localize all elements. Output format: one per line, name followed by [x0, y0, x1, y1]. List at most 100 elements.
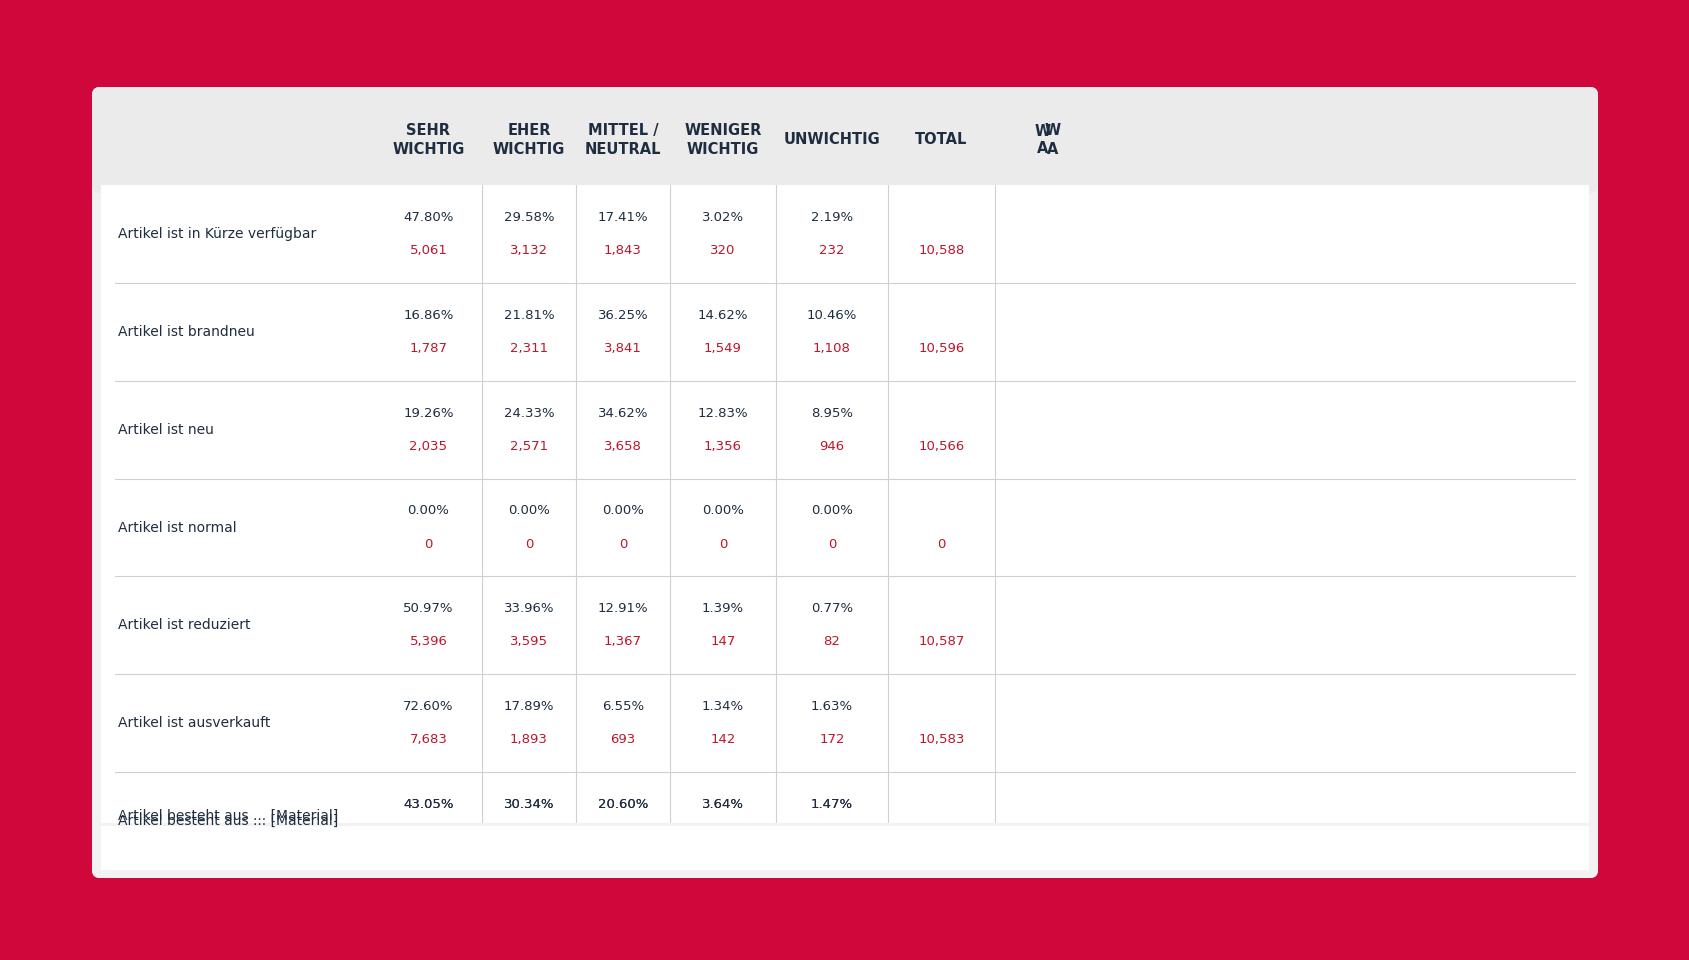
- Text: 12.83%: 12.83%: [698, 406, 748, 420]
- Text: Artikel ist neu: Artikel ist neu: [118, 422, 215, 437]
- Text: 17.89%: 17.89%: [503, 700, 554, 713]
- Text: 34.62%: 34.62%: [598, 406, 649, 420]
- Bar: [101, 381, 1589, 479]
- Text: 1,108: 1,108: [812, 342, 851, 355]
- Bar: [100, 140, 1589, 185]
- Text: 946: 946: [819, 440, 844, 453]
- Text: 24.33%: 24.33%: [503, 406, 554, 420]
- Text: 3,595: 3,595: [510, 636, 547, 649]
- Text: 21.81%: 21.81%: [503, 309, 554, 322]
- Text: 30.34%: 30.34%: [503, 798, 554, 811]
- Text: 0: 0: [828, 538, 836, 551]
- Text: 0: 0: [525, 538, 534, 551]
- Text: 82: 82: [824, 636, 841, 649]
- Text: 1,843: 1,843: [605, 244, 642, 257]
- Text: 0.00%: 0.00%: [407, 504, 449, 517]
- Text: Artikel ist reduziert: Artikel ist reduziert: [118, 618, 250, 633]
- Text: 3.64%: 3.64%: [703, 798, 743, 811]
- Text: 10,587: 10,587: [919, 636, 964, 649]
- Text: 0.77%: 0.77%: [811, 602, 853, 615]
- Text: 3.02%: 3.02%: [703, 211, 745, 224]
- Text: 3,658: 3,658: [605, 440, 642, 453]
- Text: 0.00%: 0.00%: [601, 504, 644, 517]
- Text: 1.47%: 1.47%: [811, 798, 853, 811]
- Bar: [101, 185, 1589, 283]
- Text: 172: 172: [819, 733, 844, 746]
- Text: 10.46%: 10.46%: [807, 309, 858, 322]
- Text: 1.39%: 1.39%: [703, 602, 745, 615]
- Text: Artikel ist brandneu: Artikel ist brandneu: [118, 324, 255, 339]
- Text: 1,549: 1,549: [704, 342, 741, 355]
- Text: 29.58%: 29.58%: [503, 211, 554, 224]
- Text: 5,061: 5,061: [409, 244, 448, 257]
- Text: W
A: W A: [1034, 124, 1051, 156]
- Text: 7,683: 7,683: [409, 733, 448, 746]
- Text: 8.95%: 8.95%: [811, 406, 853, 420]
- Text: 693: 693: [610, 733, 635, 746]
- Text: 2.19%: 2.19%: [811, 211, 853, 224]
- Text: 142: 142: [711, 733, 736, 746]
- Text: 1,367: 1,367: [605, 636, 642, 649]
- FancyBboxPatch shape: [91, 823, 1598, 878]
- Text: 20.60%: 20.60%: [598, 798, 649, 811]
- Text: 2,311: 2,311: [510, 342, 547, 355]
- FancyBboxPatch shape: [91, 87, 1598, 193]
- Text: TOTAL: TOTAL: [915, 132, 968, 148]
- Text: 47.80%: 47.80%: [404, 211, 454, 224]
- Text: 1.63%: 1.63%: [811, 700, 853, 713]
- Text: 1,356: 1,356: [704, 440, 741, 453]
- Text: 50.97%: 50.97%: [404, 602, 454, 615]
- Text: W
A: W A: [1044, 123, 1061, 156]
- Bar: [101, 479, 1589, 576]
- Text: 10,596: 10,596: [919, 342, 964, 355]
- Text: 10,588: 10,588: [919, 244, 964, 257]
- Text: WENIGER
WICHTIG: WENIGER WICHTIG: [684, 123, 762, 156]
- Text: 33.96%: 33.96%: [503, 602, 554, 615]
- Text: 232: 232: [819, 244, 844, 257]
- Text: Artikel ist ausverkauft: Artikel ist ausverkauft: [118, 716, 270, 731]
- Text: UNWICHTIG: UNWICHTIG: [784, 132, 880, 148]
- Text: 5,396: 5,396: [409, 636, 448, 649]
- Text: 147: 147: [711, 636, 736, 649]
- Text: EHER
WICHTIG: EHER WICHTIG: [493, 123, 566, 156]
- Text: 30.34%: 30.34%: [503, 798, 554, 811]
- Text: 0: 0: [720, 538, 728, 551]
- Text: 3,132: 3,132: [510, 244, 547, 257]
- Text: 20.60%: 20.60%: [598, 798, 649, 811]
- Text: 72.60%: 72.60%: [404, 700, 454, 713]
- Text: 43.05%: 43.05%: [404, 798, 454, 811]
- Text: 1.34%: 1.34%: [703, 700, 745, 713]
- Text: 17.41%: 17.41%: [598, 211, 649, 224]
- Text: 36.25%: 36.25%: [598, 309, 649, 322]
- Text: 0.00%: 0.00%: [508, 504, 551, 517]
- Text: 0: 0: [618, 538, 627, 551]
- Text: 1,893: 1,893: [510, 733, 547, 746]
- Text: 43.05%: 43.05%: [404, 798, 454, 811]
- Bar: [101, 674, 1589, 772]
- Text: 1,787: 1,787: [409, 342, 448, 355]
- Text: 12.91%: 12.91%: [598, 602, 649, 615]
- Text: Artikel ist in Kürze verfügbar: Artikel ist in Kürze verfügbar: [118, 227, 316, 241]
- Text: 6.55%: 6.55%: [601, 700, 644, 713]
- Text: 0.00%: 0.00%: [703, 504, 743, 517]
- Text: 14.62%: 14.62%: [698, 309, 748, 322]
- Bar: [101, 283, 1589, 381]
- Text: 2,571: 2,571: [510, 440, 547, 453]
- Text: 1.47%: 1.47%: [811, 798, 853, 811]
- Bar: [101, 826, 1589, 870]
- Bar: [995, 95, 1110, 185]
- Text: 19.26%: 19.26%: [404, 406, 454, 420]
- Text: SEHR
WICHTIG: SEHR WICHTIG: [392, 123, 464, 156]
- Text: 2,035: 2,035: [409, 440, 448, 453]
- Text: MITTEL /
NEUTRAL: MITTEL / NEUTRAL: [584, 123, 662, 156]
- Text: Artikel ist normal: Artikel ist normal: [118, 520, 236, 535]
- Text: 3.64%: 3.64%: [703, 798, 743, 811]
- Text: Artikel besteht aus ... [Material]: Artikel besteht aus ... [Material]: [118, 809, 338, 823]
- Text: 0: 0: [424, 538, 432, 551]
- Text: 10,566: 10,566: [919, 440, 964, 453]
- FancyBboxPatch shape: [91, 87, 1598, 878]
- Text: 0.00%: 0.00%: [811, 504, 853, 517]
- Text: 10,583: 10,583: [919, 733, 964, 746]
- Text: 0: 0: [937, 538, 946, 551]
- Text: 16.86%: 16.86%: [404, 309, 454, 322]
